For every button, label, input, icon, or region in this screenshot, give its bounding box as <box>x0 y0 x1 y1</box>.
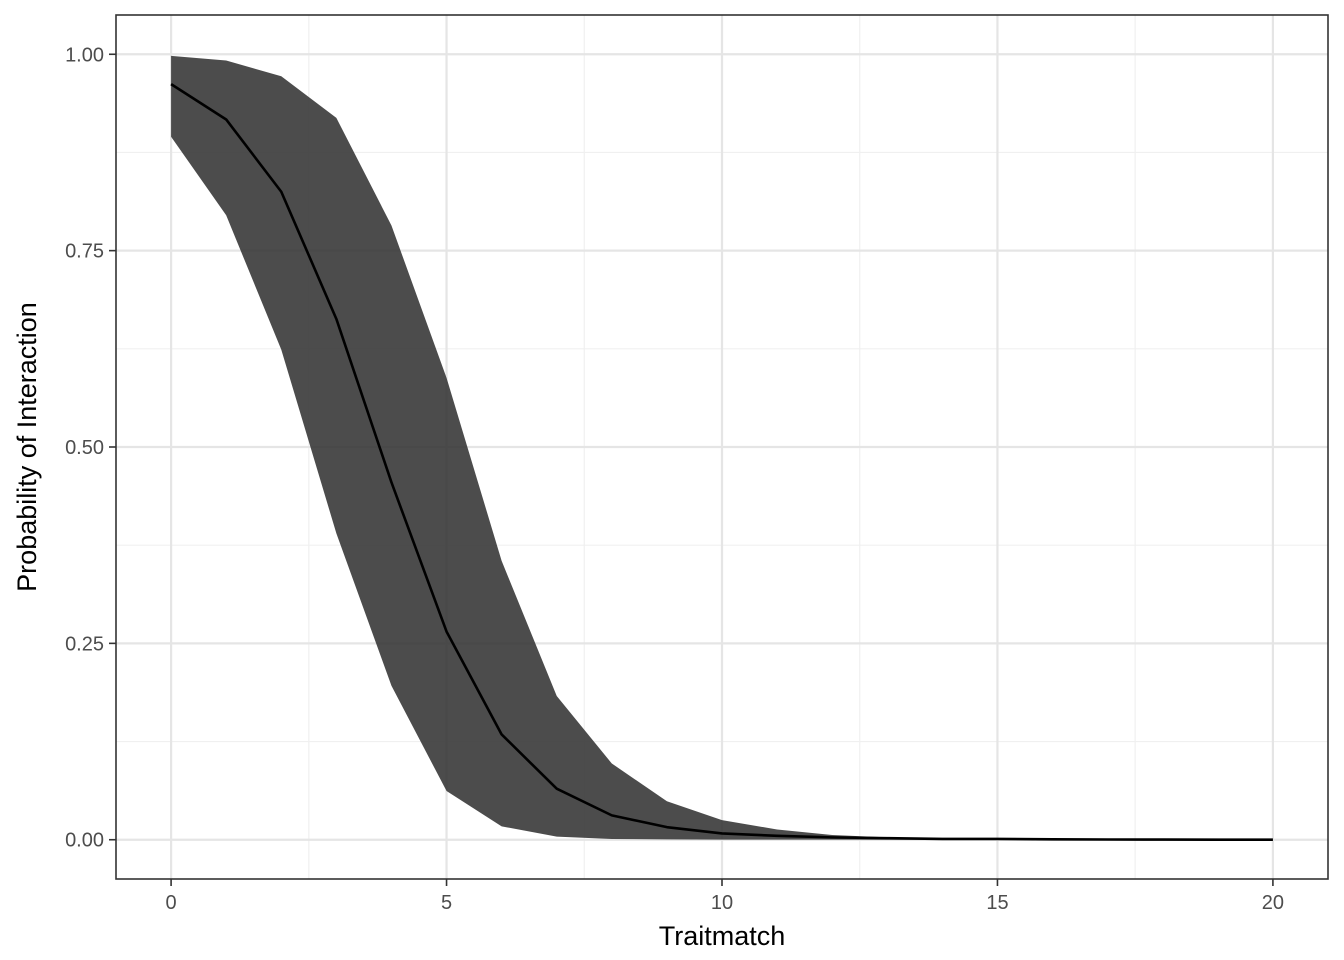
mean-line <box>170 83 1273 841</box>
x-tick-label: 10 <box>711 892 733 914</box>
y-tick-label: 0.50 <box>65 437 104 459</box>
y-tick-label: 0.75 <box>65 241 104 263</box>
x-tick-label: 15 <box>986 892 1008 914</box>
y-axis-title: Probability of Interaction <box>12 302 42 592</box>
y-tick-label: 1.00 <box>65 44 104 66</box>
y-tick-label: 0.00 <box>65 830 104 852</box>
x-axis-title: Traitmatch <box>659 921 786 951</box>
confidence-ribbon <box>171 55 1273 840</box>
y-axis-ticks: 0.00 0.25 0.50 0.75 1.00 <box>65 44 116 852</box>
confidence-ribbon-layer <box>171 55 1273 840</box>
x-tick-label: 20 <box>1262 892 1284 914</box>
y-tick-label: 0.25 <box>65 633 104 655</box>
mean-line-layer <box>170 83 1273 841</box>
x-axis-ticks: 0 5 10 15 20 <box>166 879 1284 914</box>
x-tick-label: 5 <box>441 892 452 914</box>
x-tick-label: 0 <box>166 892 177 914</box>
